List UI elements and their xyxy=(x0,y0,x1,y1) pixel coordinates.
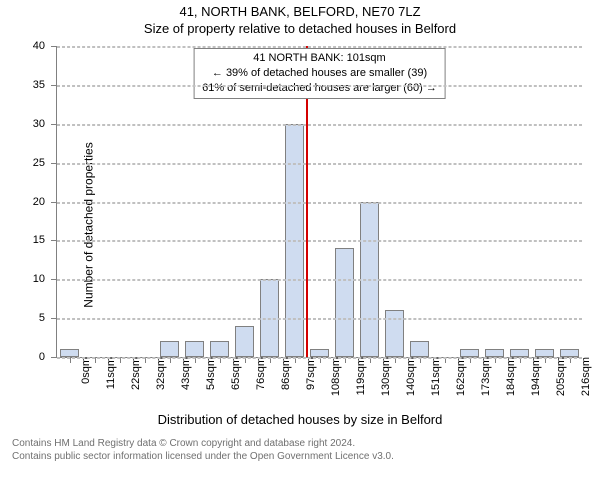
xtick-label: 151sqm xyxy=(422,357,442,396)
xtick-label: 11sqm xyxy=(97,357,117,389)
histogram-chart: Number of detached properties 0sqm11sqm2… xyxy=(10,40,590,410)
gridline xyxy=(57,240,582,241)
xtick-label: 130sqm xyxy=(372,357,392,396)
footer-line-1: Contains HM Land Registry data © Crown c… xyxy=(12,437,588,450)
gridline xyxy=(57,124,582,125)
gridline xyxy=(57,357,582,358)
footer-line-2: Contains public sector information licen… xyxy=(12,450,588,463)
xtick-label: 65sqm xyxy=(222,357,242,390)
annotation-line-1: 41 NORTH BANK: 101sqm xyxy=(202,51,437,66)
ytick-label: 40 xyxy=(33,40,57,52)
page-title: 41, NORTH BANK, BELFORD, NE70 7LZ xyxy=(0,4,600,19)
ytick-label: 20 xyxy=(33,196,57,208)
footer-attribution: Contains HM Land Registry data © Crown c… xyxy=(12,437,588,463)
page-subtitle: Size of property relative to detached ho… xyxy=(0,21,600,36)
bar xyxy=(560,349,579,357)
ytick-label: 5 xyxy=(39,312,57,324)
xtick-label: 86sqm xyxy=(272,357,292,390)
bar xyxy=(160,341,179,357)
annotation-line-2: ← 39% of detached houses are smaller (39… xyxy=(202,66,437,81)
ytick-label: 0 xyxy=(39,351,57,363)
ytick-label: 10 xyxy=(33,273,57,285)
xtick-label: 173sqm xyxy=(472,357,492,396)
bar xyxy=(410,341,429,357)
ytick-label: 35 xyxy=(33,79,57,91)
bar xyxy=(235,326,254,357)
gridline xyxy=(57,46,582,47)
xtick-label: 194sqm xyxy=(522,357,542,396)
ytick-label: 15 xyxy=(33,234,57,246)
bar xyxy=(535,349,554,357)
bar xyxy=(335,248,354,357)
gridline xyxy=(57,318,582,319)
xtick-label: 76sqm xyxy=(247,357,267,390)
annotation-box: 41 NORTH BANK: 101sqm ← 39% of detached … xyxy=(193,48,446,99)
bar xyxy=(185,341,204,357)
ytick-label: 30 xyxy=(33,118,57,130)
xtick-label: 22sqm xyxy=(122,357,142,390)
xtick-label: 205sqm xyxy=(547,357,567,396)
bar xyxy=(460,349,479,357)
xtick-label: 119sqm xyxy=(347,357,367,395)
gridline xyxy=(57,279,582,280)
xtick-label: 140sqm xyxy=(397,357,417,396)
x-axis-label: Distribution of detached houses by size … xyxy=(0,412,600,427)
xtick-label: 216sqm xyxy=(572,357,592,396)
xtick-label: 162sqm xyxy=(447,357,467,396)
bar xyxy=(60,349,79,357)
xtick-label: 43sqm xyxy=(172,357,192,390)
bar xyxy=(310,349,329,357)
bar xyxy=(510,349,529,357)
gridline xyxy=(57,202,582,203)
xtick-label: 32sqm xyxy=(147,357,167,390)
gridline xyxy=(57,85,582,86)
xtick-label: 97sqm xyxy=(297,357,317,390)
bar xyxy=(210,341,229,357)
gridline xyxy=(57,163,582,164)
ytick-label: 25 xyxy=(33,157,57,169)
annotation-line-3: 61% of semi-detached houses are larger (… xyxy=(202,81,437,96)
xtick-label: 54sqm xyxy=(197,357,217,390)
bar xyxy=(485,349,504,357)
xtick-label: 0sqm xyxy=(72,357,92,384)
xtick-label: 184sqm xyxy=(497,357,517,396)
xtick-label: 108sqm xyxy=(322,357,342,396)
